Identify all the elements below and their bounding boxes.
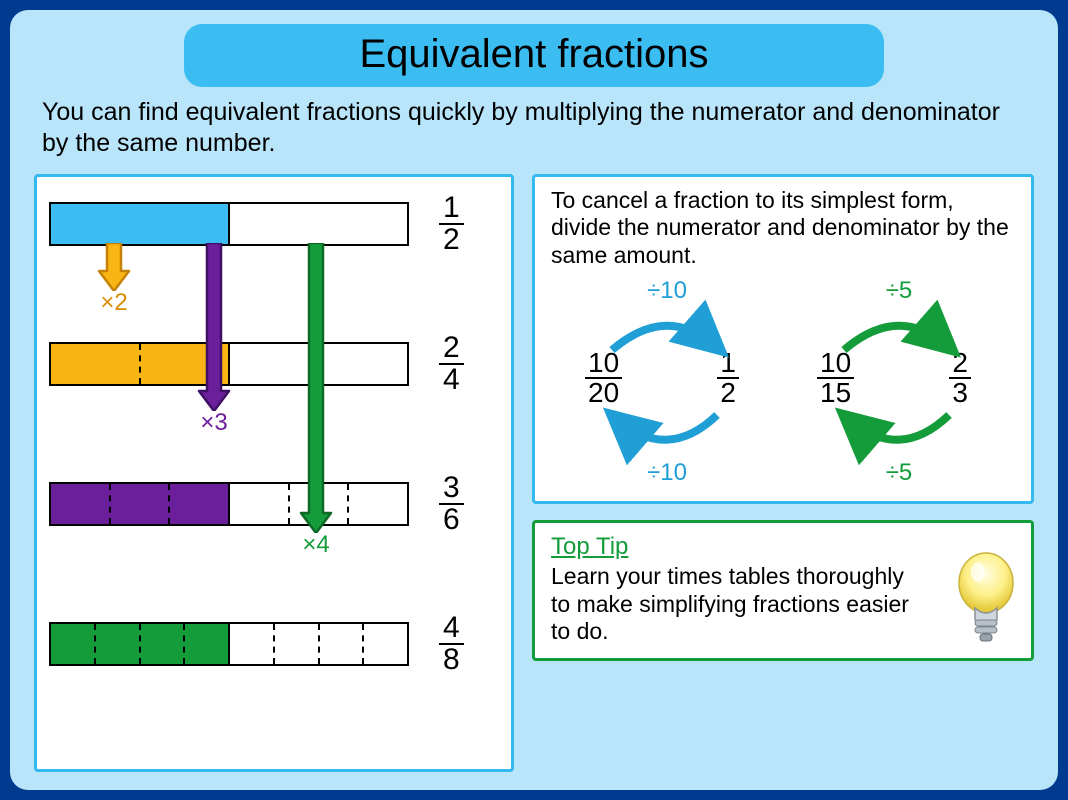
bar-segment [364,624,407,664]
multiply-arrow: ×4 [299,243,333,559]
fraction-numerator: 2 [439,333,464,365]
multiply-arrow: ×3 [197,243,231,437]
right-column: To cancel a fraction to its simplest for… [532,174,1034,773]
page: Equivalent fractions You can find equiva… [10,10,1058,790]
bar-segment [51,204,230,244]
bar-segment [275,624,320,664]
simplify-text: To cancel a fraction to its simplest for… [551,187,1015,270]
arrow-down-icon [197,243,231,411]
fraction-bar-row: 36 [49,473,499,535]
arc-arrow-icon [567,395,767,475]
bar-segment [51,344,141,384]
bar-segment [185,624,230,664]
bar-segment [320,624,365,664]
bar-segment [141,624,186,664]
arc-arrow-icon [799,395,999,475]
intro-text: You can find equivalent fractions quickl… [42,97,1026,160]
fraction-denominator: 2 [439,225,464,255]
fraction-bar-row: 24 [49,333,499,395]
fraction-bar-row: 48 [49,613,499,675]
fraction-label: 48 [439,613,464,675]
bar-segment [170,484,230,524]
bar-segment [230,484,290,524]
fraction-numerator: 3 [439,473,464,505]
title-banner: Equivalent fractions [184,24,884,87]
multiply-label: ×3 [200,409,227,437]
columns: 12243648 ×2×3×4 To cancel a fraction to … [34,174,1034,773]
page-title: Equivalent fractions [184,32,884,77]
arc-arrow-icon [799,295,999,375]
fraction-label: 12 [439,193,464,255]
multiply-arrow: ×2 [97,243,131,317]
fraction-label: 24 [439,333,464,395]
fraction-denominator: 8 [439,645,464,675]
bar-segment [349,484,407,524]
tip-text: Learn your times tables thoroughly to ma… [551,563,911,646]
tip-panel: Top Tip Learn your times tables thorough… [532,520,1034,661]
multiply-label: ×4 [302,531,329,559]
bar-segment [51,624,96,664]
fraction-label: 36 [439,473,464,535]
fraction-numerator: 4 [439,613,464,645]
fraction-denominator: 6 [439,505,464,535]
lightbulb-icon [951,550,1021,650]
fraction-bar [49,482,409,526]
fraction-bar [49,622,409,666]
fraction-numerator: 1 [439,193,464,225]
bar-segment [111,484,171,524]
simplify-diagram: ÷10÷10102012 ÷5÷5101523 [551,277,1015,487]
bar-segment [51,484,111,524]
bar-segment [230,204,407,244]
fraction-denominator: 4 [439,365,464,395]
bar-gap [49,405,499,473]
bar-segment [230,624,275,664]
simplify-panel: To cancel a fraction to its simplest for… [532,174,1034,505]
fraction-bar [49,202,409,246]
cancel-group: ÷5÷5101523 [799,277,999,487]
arrow-down-icon [97,243,131,291]
tip-title: Top Tip [551,533,1015,561]
bar-gap [49,545,499,613]
fraction-bars-panel: 12243648 ×2×3×4 [34,174,514,773]
arrow-down-icon [299,243,333,533]
multiply-label: ×2 [100,289,127,317]
arc-arrow-icon [567,295,767,375]
bar-segment [96,624,141,664]
cancel-group: ÷10÷10102012 [567,277,767,487]
